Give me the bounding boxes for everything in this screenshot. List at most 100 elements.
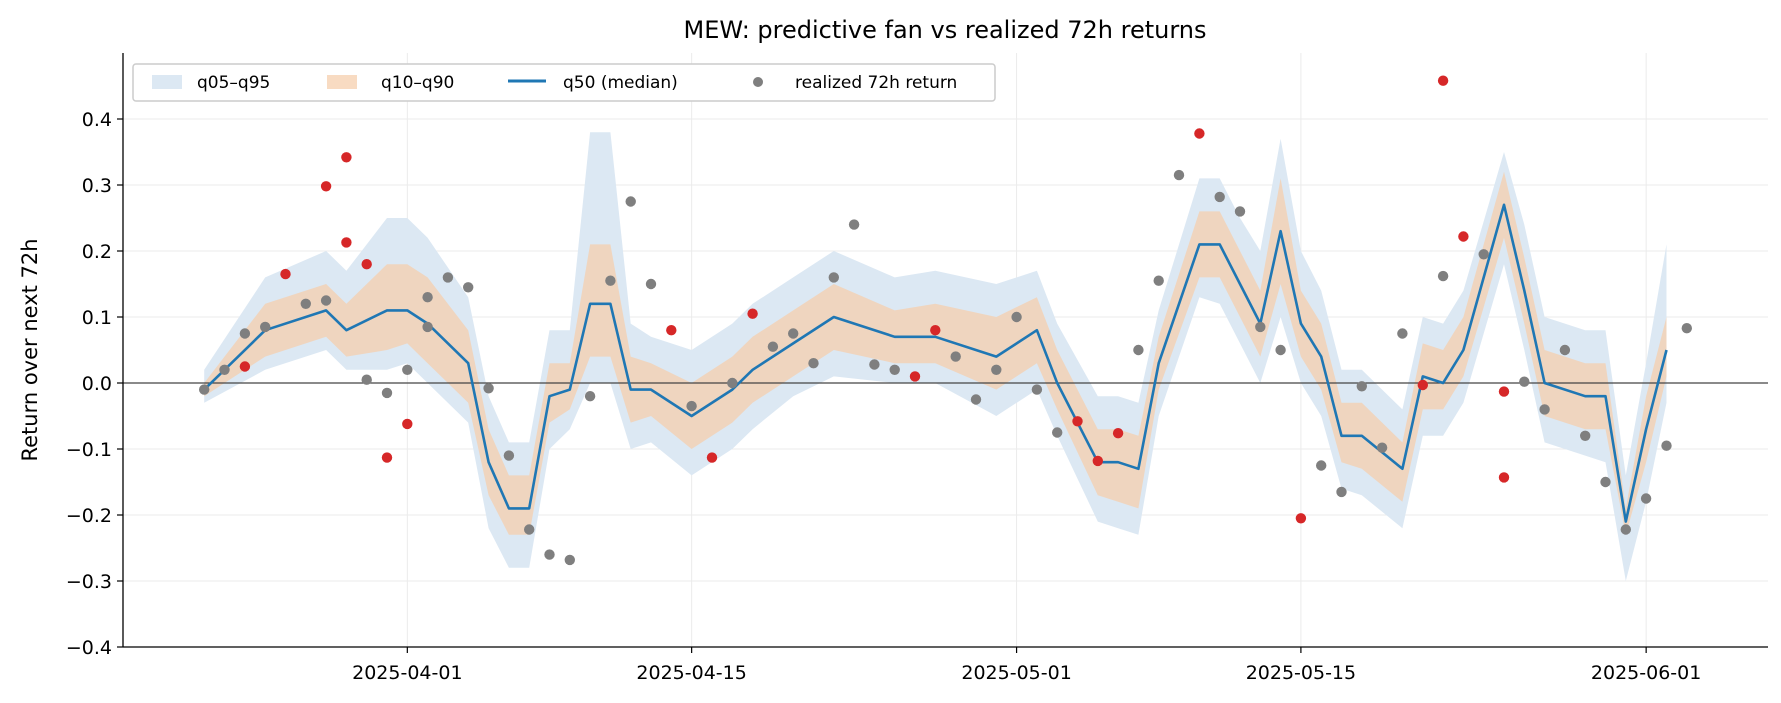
x-tick-labels: 2025-04-01 2025-04-15 2025-05-01 2025-05-15… (352, 662, 1701, 684)
realized-point (889, 364, 900, 375)
realized-point (1519, 376, 1530, 387)
realized-point-outside-band (239, 361, 251, 372)
realized-point (788, 328, 799, 339)
realized-point (1316, 460, 1327, 471)
realized-point (727, 377, 738, 389)
realized-point (1437, 270, 1449, 282)
legend-swatch-q10-q90 (327, 75, 357, 89)
realized-point (1011, 311, 1022, 323)
realized-point (1052, 427, 1063, 438)
legend-swatch-realized (753, 77, 763, 87)
legend-label-q05-q95: q05–q95 (197, 73, 270, 93)
realized-point (544, 549, 555, 560)
realized-point-outside-band (381, 452, 393, 463)
realized-point (1255, 321, 1266, 333)
legend-label-realized: realized 72h return (795, 73, 957, 93)
realized-point (361, 374, 372, 385)
realized-point (239, 328, 251, 339)
realized-points (199, 75, 1693, 566)
realized-point (848, 219, 860, 230)
realized-point (605, 275, 616, 286)
y-tick-label: 0.4 (82, 109, 112, 131)
y-tick-label: −0.1 (66, 439, 112, 461)
realized-point (300, 298, 311, 309)
median-line (203, 203, 1668, 523)
y-tick-label: 0.0 (82, 373, 112, 395)
realized-point (260, 321, 271, 333)
y-tick-label: 0.3 (82, 175, 112, 197)
realized-point (422, 292, 433, 303)
realized-point-outside-band (1437, 75, 1449, 86)
x-tick-label: 2025-04-01 (352, 662, 462, 684)
realized-point (1133, 344, 1144, 356)
realized-point-outside-band (1295, 513, 1307, 524)
realized-point (1559, 344, 1571, 356)
realized-point (625, 196, 636, 207)
realized-point (1397, 328, 1408, 339)
realized-point-outside-band (341, 152, 352, 163)
realized-point (442, 272, 454, 283)
realized-point (950, 351, 961, 362)
realized-point (1600, 476, 1611, 488)
realized-point (686, 400, 697, 412)
realized-point (1153, 275, 1164, 286)
y-tick-label: −0.4 (66, 637, 112, 659)
legend-label-q10-q90: q10–q90 (381, 73, 454, 93)
realized-point-outside-band (1072, 416, 1083, 427)
x-tick-label: 2025-04-15 (636, 662, 746, 684)
realized-point (1031, 384, 1043, 395)
y-tick-label: 0.2 (82, 241, 112, 263)
realized-point (564, 554, 575, 566)
chart-title: MEW: predictive fan vs realized 72h retu… (684, 16, 1207, 44)
realized-point-outside-band (280, 268, 291, 280)
realized-point (219, 364, 230, 375)
band-q10-q90 (204, 171, 1667, 535)
realized-point-outside-band (909, 371, 921, 382)
legend-frame (132, 63, 996, 102)
realized-point (1620, 524, 1632, 535)
legend-swatch-q05-q95 (152, 75, 182, 89)
realized-point-outside-band (747, 308, 758, 319)
realized-point (320, 295, 332, 306)
band-q10-q90-area (204, 171, 1667, 535)
realized-point (1580, 430, 1591, 441)
realized-point (1376, 442, 1388, 453)
realized-point (808, 358, 819, 369)
realized-point (463, 282, 474, 293)
x-tick-label: 2025-05-15 (1246, 662, 1356, 684)
y-tick-label: −0.2 (66, 505, 112, 527)
realized-point (524, 524, 535, 535)
realized-point (645, 278, 657, 290)
realized-point (503, 450, 515, 461)
realized-point (1661, 440, 1672, 451)
realized-point (1539, 404, 1550, 415)
realized-point (869, 359, 880, 370)
realized-point-outside-band (706, 452, 718, 463)
realized-point (1356, 381, 1368, 392)
realized-point (1478, 249, 1489, 260)
median-q50-line (203, 203, 1668, 523)
realized-point (584, 391, 596, 402)
realized-point-outside-band (1194, 128, 1205, 139)
realized-point-outside-band (320, 181, 332, 192)
axes (117, 53, 1768, 653)
realized-point-outside-band (930, 325, 941, 336)
x-tick-label: 2025-06-01 (1591, 662, 1701, 684)
realized-point-outside-band (1498, 386, 1510, 397)
realized-point (1681, 323, 1693, 334)
realized-point (1214, 191, 1225, 203)
realized-point (1640, 493, 1652, 504)
legend: q05–q95 q10–q90 q50 (median) realized 72… (132, 63, 996, 102)
realized-point (381, 387, 393, 399)
realized-point (199, 384, 210, 395)
realized-point-outside-band (402, 418, 413, 430)
realized-point-outside-band (666, 325, 677, 336)
realized-point-outside-band (1498, 472, 1510, 483)
y-axis-label: Return over next 72h (18, 238, 42, 461)
realized-point (422, 321, 433, 333)
realized-point-outside-band (1092, 455, 1104, 467)
realized-point (483, 383, 494, 394)
realized-point (402, 364, 413, 375)
realized-point-outside-band (1458, 231, 1469, 242)
